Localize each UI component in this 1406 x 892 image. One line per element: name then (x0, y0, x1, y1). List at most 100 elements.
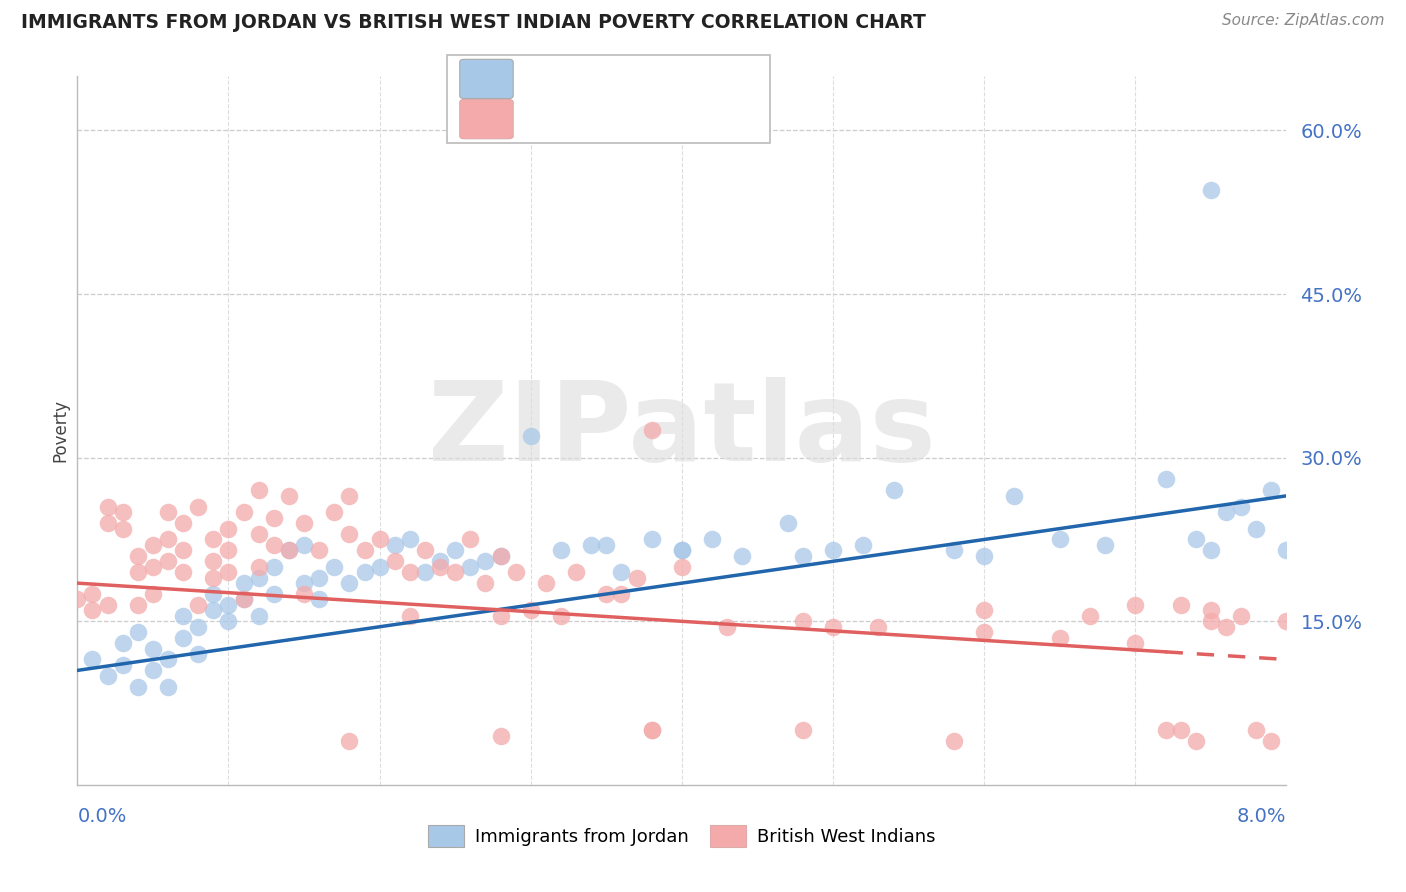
Point (157, 505, 180, 519)
Point (187, 647, 209, 661)
Point (610, 566, 633, 580)
Point (142, 641, 165, 656)
Point (1154, 473, 1177, 487)
Point (1094, 538, 1116, 552)
Point (610, 587, 633, 601)
Point (1199, 615, 1222, 629)
Point (413, 566, 436, 580)
Point (792, 723, 814, 738)
Point (202, 533, 225, 547)
Text: Source: ZipAtlas.com: Source: ZipAtlas.com (1222, 13, 1385, 29)
Point (1185, 533, 1208, 547)
Point (218, 598, 240, 612)
Point (1078, 608, 1101, 623)
Point (202, 603, 225, 617)
Point (823, 543, 845, 558)
Point (202, 554, 225, 568)
Point (550, 608, 572, 623)
Point (1275, 543, 1298, 558)
Point (595, 538, 617, 552)
Point (142, 538, 165, 552)
Point (292, 516, 315, 530)
Point (973, 549, 995, 563)
Point (82, 603, 104, 617)
Point (127, 549, 149, 563)
Point (399, 533, 422, 547)
Point (1215, 505, 1237, 519)
Point (520, 603, 543, 617)
Point (702, 533, 724, 547)
Point (96, 598, 118, 612)
Point (1125, 598, 1147, 612)
Point (444, 566, 467, 580)
Point (157, 554, 180, 568)
Point (520, 429, 543, 443)
Point (943, 734, 966, 748)
Point (595, 587, 617, 601)
Point (474, 576, 496, 591)
Point (671, 543, 693, 558)
Point (716, 620, 738, 634)
Point (127, 598, 149, 612)
Y-axis label: Poverty: Poverty (51, 399, 69, 462)
Point (868, 620, 890, 634)
Point (202, 571, 225, 585)
Point (429, 559, 451, 574)
Point (399, 566, 422, 580)
Point (883, 483, 905, 498)
Point (1185, 734, 1208, 748)
Point (308, 592, 330, 607)
Point (792, 615, 814, 629)
Point (263, 559, 285, 574)
Point (278, 489, 301, 503)
Point (157, 680, 180, 694)
Point (247, 559, 270, 574)
Text: 0.0%: 0.0% (77, 807, 127, 826)
Point (172, 543, 194, 558)
Point (339, 576, 360, 591)
Point (1246, 522, 1268, 536)
Point (353, 543, 375, 558)
Text: IMMIGRANTS FROM JORDAN VS BRITISH WEST INDIAN POVERTY CORRELATION CHART: IMMIGRANTS FROM JORDAN VS BRITISH WEST I… (21, 13, 927, 32)
Point (172, 566, 194, 580)
Point (368, 559, 391, 574)
Point (323, 559, 346, 574)
Point (384, 538, 406, 552)
Point (489, 549, 512, 563)
Point (1275, 615, 1298, 629)
Point (776, 516, 799, 530)
Point (671, 559, 693, 574)
Point (565, 566, 588, 580)
Point (973, 603, 995, 617)
Point (444, 543, 467, 558)
Point (96, 516, 118, 530)
Point (413, 543, 436, 558)
Point (218, 615, 240, 629)
Point (823, 620, 845, 634)
Point (111, 636, 134, 650)
Point (66, 592, 89, 607)
Point (1049, 533, 1071, 547)
Point (127, 680, 149, 694)
Point (1049, 631, 1071, 645)
Point (429, 554, 451, 568)
Point (247, 483, 270, 498)
Point (96, 500, 118, 514)
Point (278, 543, 301, 558)
Point (792, 549, 814, 563)
Point (399, 608, 422, 623)
Text: ZIPatlas: ZIPatlas (427, 377, 936, 483)
Point (641, 723, 664, 738)
Point (263, 587, 285, 601)
Point (1154, 723, 1177, 738)
Point (172, 608, 194, 623)
Point (505, 566, 527, 580)
Point (1125, 636, 1147, 650)
Point (323, 505, 346, 519)
Point (474, 554, 496, 568)
Point (1199, 183, 1222, 197)
Point (1199, 543, 1222, 558)
Point (96, 669, 118, 683)
Point (353, 566, 375, 580)
Point (1215, 620, 1237, 634)
